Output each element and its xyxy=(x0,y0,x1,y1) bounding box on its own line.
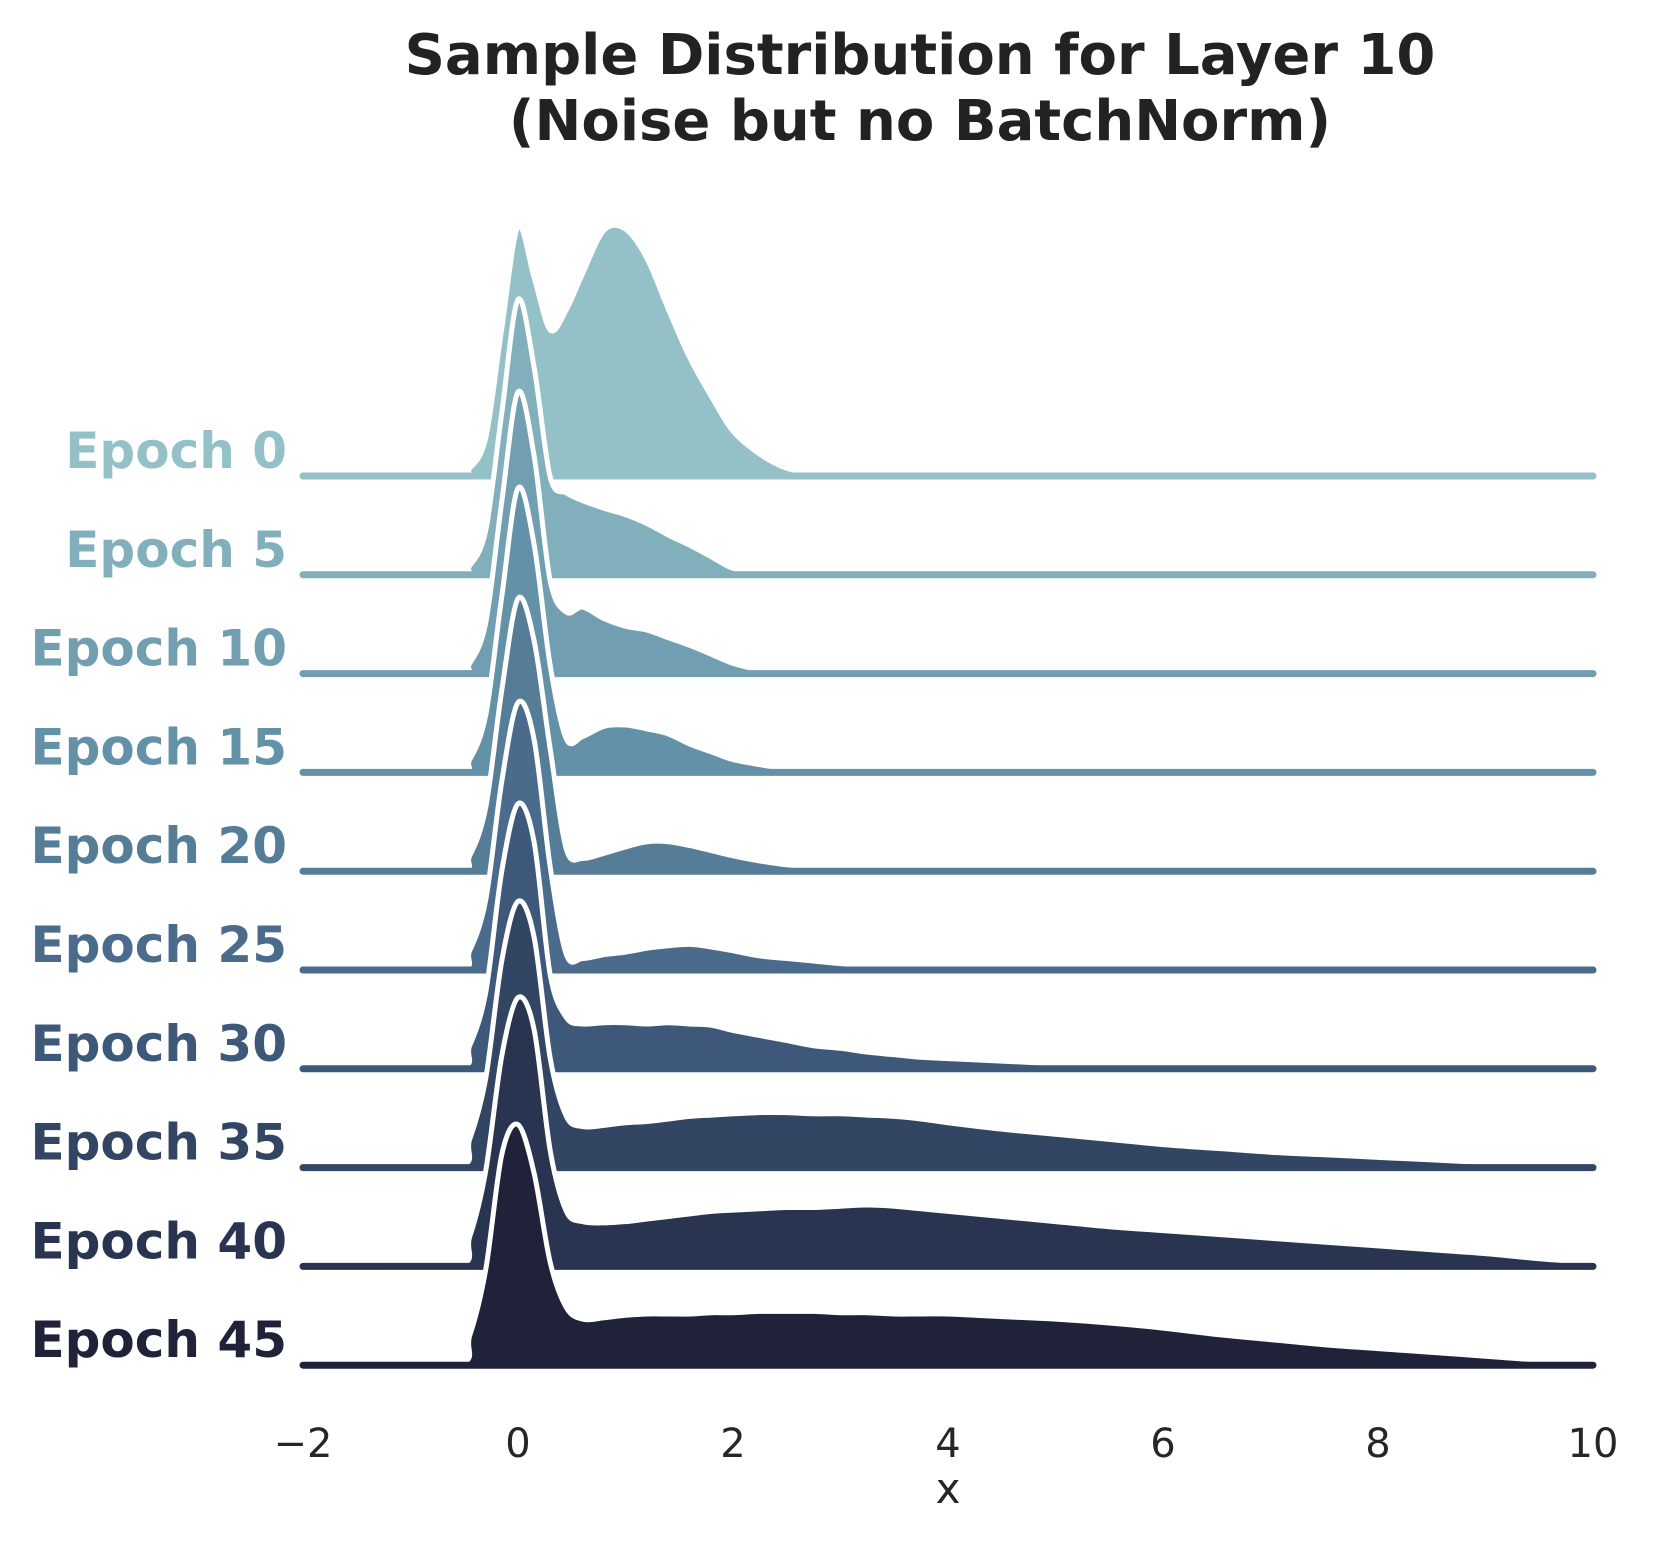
ridge-fill xyxy=(303,225,1593,477)
x-tick-label: 6 xyxy=(1150,1421,1175,1467)
series-label: Epoch 0 xyxy=(65,422,287,480)
x-tick-label: 2 xyxy=(720,1421,745,1467)
chart-title-line-2: (Noise but no BatchNorm) xyxy=(509,89,1331,154)
ridge-fill xyxy=(303,996,1593,1269)
ridge-outline xyxy=(302,994,1594,1271)
chart-title: Sample Distribution for Layer 10(Noise b… xyxy=(405,23,1436,154)
x-tick-label: 0 xyxy=(505,1421,530,1467)
series-labels: Epoch 0 Epoch 5 Epoch 10 Epoch 15 Epoch 20 Ep… xyxy=(30,422,287,1369)
ridge-fill xyxy=(303,1124,1593,1368)
x-tick-label: 8 xyxy=(1365,1421,1390,1467)
series-label: Epoch 20 xyxy=(30,817,287,875)
ridge-outline xyxy=(302,898,1594,1173)
series-label: Epoch 25 xyxy=(30,916,287,974)
series-label: Epoch 35 xyxy=(30,1114,287,1172)
x-tick-label: −2 xyxy=(274,1421,333,1467)
series-label: Epoch 10 xyxy=(30,620,287,678)
series-label: Epoch 45 xyxy=(30,1311,287,1369)
series-label: Epoch 5 xyxy=(65,521,287,579)
chart-title-line-1: Sample Distribution for Layer 10 xyxy=(405,23,1436,88)
x-tick-label: 4 xyxy=(935,1421,960,1467)
series-label: Epoch 40 xyxy=(30,1212,287,1270)
x-axis: −2 0 2 4 6 8 10 xyxy=(274,1421,1619,1467)
ridges xyxy=(299,222,1597,1370)
x-axis-label: x xyxy=(936,1464,961,1513)
ridge-outline xyxy=(302,1121,1594,1370)
ridge-series-9 xyxy=(299,1121,1597,1370)
series-label: Epoch 15 xyxy=(30,718,287,776)
series-label: Epoch 30 xyxy=(30,1015,287,1073)
x-tick-label: 10 xyxy=(1568,1421,1619,1467)
